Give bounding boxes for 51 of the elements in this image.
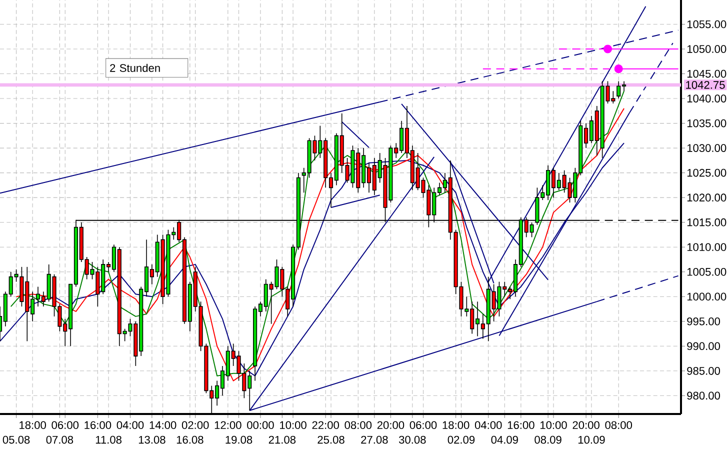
y-tick-label: 1005.00 <box>687 268 726 276</box>
ref-line-label: 1042.75 <box>686 81 725 89</box>
y-tick-label: 1040.00 <box>687 94 726 102</box>
x-tick-label: 08.09 <box>534 436 562 444</box>
x-tick-label: 11.08 <box>96 436 122 444</box>
x-tick-label: 04:00 <box>474 421 502 430</box>
x-tick-label: 10.09 <box>578 436 605 444</box>
x-tick-label: 12:00 <box>214 421 242 430</box>
x-tick-label: 19.08 <box>226 436 252 444</box>
x-tick-label: 16:00 <box>84 421 112 430</box>
x-tick-label: 27.08 <box>361 436 388 444</box>
x-tick-label: 00:00 <box>247 421 274 430</box>
x-tick-label: 10:00 <box>280 421 306 430</box>
x-tick-label: 08:00 <box>344 421 372 430</box>
x-tick-label: 07.08 <box>46 436 74 444</box>
y-tick-label: 995.00 <box>687 317 720 326</box>
x-tick-label: 20:00 <box>572 421 600 430</box>
annotation: 2 Stunden <box>110 64 160 72</box>
x-tick-label: 30.08 <box>398 436 426 444</box>
x-tick-label: 02.09 <box>448 436 475 444</box>
x-tick-label: 10:00 <box>540 421 567 430</box>
x-tick-label: 18:00 <box>20 421 46 430</box>
x-tick-label: 21.08 <box>268 436 296 444</box>
x-tick-label: 06:00 <box>410 421 437 430</box>
x-tick-label: 22:00 <box>312 421 339 430</box>
y-tick-label: 1000.00 <box>687 292 726 301</box>
x-tick-label: 14:00 <box>150 421 176 430</box>
y-tick-label: 1015.00 <box>687 218 726 226</box>
x-tick-label: 06:00 <box>52 421 79 430</box>
y-tick-label: 1055.00 <box>687 20 726 28</box>
x-tick-label: 16.08 <box>176 436 204 444</box>
x-tick-label: 02:00 <box>182 421 209 430</box>
y-tick-label: 990.00 <box>687 342 720 350</box>
x-tick-label: 16:00 <box>508 421 534 430</box>
y-tick-label: 1030.00 <box>687 144 726 152</box>
y-tick-label: 1035.00 <box>687 119 726 128</box>
y-tick-label: 980.00 <box>687 392 720 400</box>
y-tick-label: 1020.00 <box>687 194 726 202</box>
x-tick-label: 04.09 <box>491 436 518 444</box>
y-tick-label: 1050.00 <box>687 45 726 53</box>
x-tick-label: 25.08 <box>318 436 344 444</box>
x-tick-label: 08:00 <box>605 421 632 430</box>
x-tick-label: 13.08 <box>138 436 166 444</box>
y-tick-label: 1025.00 <box>687 168 726 177</box>
x-tick-label: 05.08 <box>2 436 30 444</box>
y-tick-label: 1045.00 <box>687 70 726 78</box>
y-tick-label: 985.00 <box>687 366 720 375</box>
x-tick-label: 18:00 <box>442 421 470 430</box>
y-tick-label: 1010.00 <box>687 243 726 252</box>
x-tick-label: 04:00 <box>116 421 144 430</box>
x-tick-label: 20:00 <box>377 421 404 430</box>
